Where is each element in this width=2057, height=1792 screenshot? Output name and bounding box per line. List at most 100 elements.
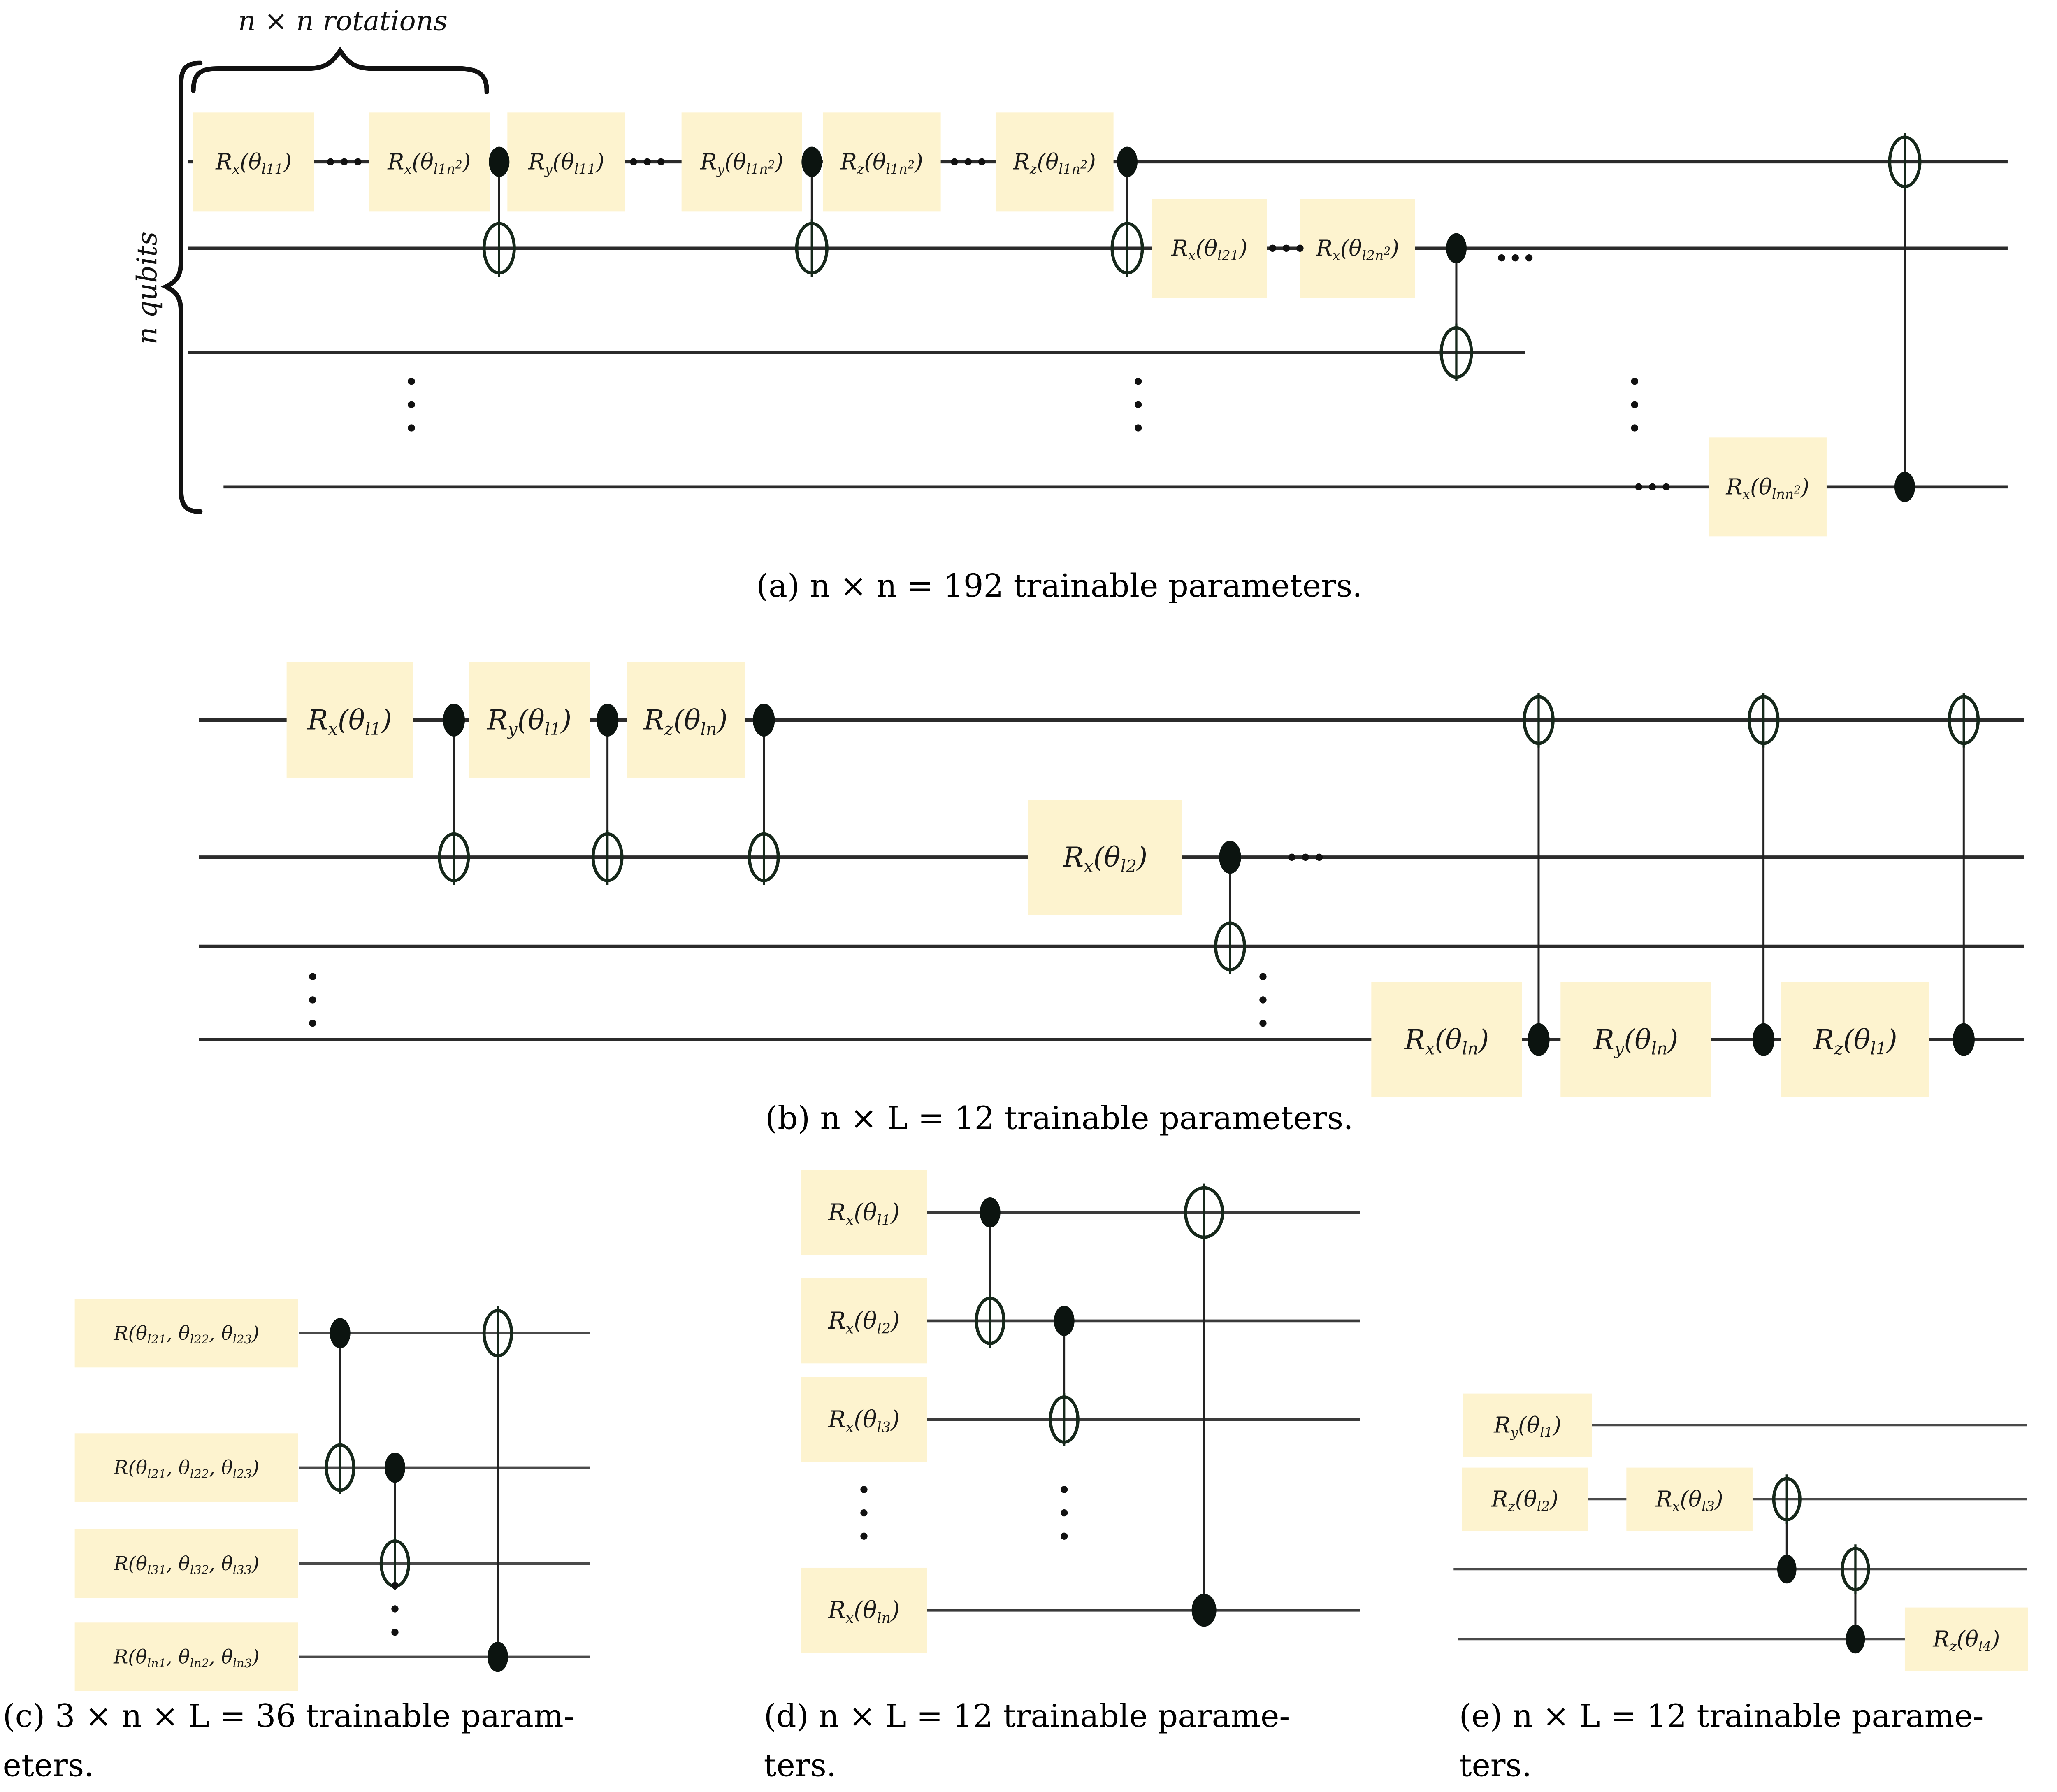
cnot-control-dot [1446,233,1467,263]
gate-rx-label: Rx(θl2) [828,1307,900,1337]
gate-highlight [1462,1467,1588,1531]
cnot-control-dot [330,1318,351,1348]
gate-rx-label: Rx(θln) [828,1597,900,1627]
ellipsis-vertical [408,401,415,408]
ellipsis-horizontal [1269,244,1276,252]
ellipsis-horizontal [630,158,637,165]
cnot-control-dot [1054,1306,1075,1336]
cnot-control-dot [1777,1555,1797,1584]
cnot-control-dot [487,1641,508,1672]
ellipsis-vertical [1631,401,1638,408]
gate-highlight [1300,199,1415,298]
gate-highlight [1152,199,1267,298]
ellipsis-horizontal [978,158,986,165]
gate-rx-label: Rx(θl11) [215,149,292,177]
cnot-control-dot [489,146,510,177]
ellipsis-vertical [309,996,316,1004]
gate-r-label: R(θl21, θl22, θl23) [114,1323,260,1346]
cnot-control-dot [1752,1023,1775,1056]
gate-ry-label: Ry(θl1n2) [700,149,783,177]
gate-highlight [681,112,802,212]
gate-rx-label: Rx(θl21) [1171,235,1247,263]
gate-highlight [74,1529,298,1598]
gate-highlight [1371,982,1522,1097]
ellipsis-vertical [1134,424,1142,432]
cnot-control-dot [980,1197,1001,1228]
ellipsis-vertical [408,377,415,385]
gate-highlight [1904,1607,2028,1671]
caption-d: (d) n × L = 12 trainable parame- ters. [764,1692,1411,1792]
ellipsis-vertical [1631,377,1638,385]
gate-highlight [1709,437,1827,537]
ellipsis-horizontal [1302,853,1309,861]
gate-highlight [1463,1393,1592,1457]
gate-highlight [193,112,314,212]
ellipsis-horizontal [327,158,334,165]
gate-rx-label: Rx(θl1) [306,704,392,739]
ellipsis-vertical [408,424,415,432]
gate-rz-label: Rz(θln) [643,704,728,739]
cnot-control-dot [1117,146,1138,177]
cnot-control-dot [1528,1023,1550,1056]
caption-a: (a) n × n = 192 trainable parameters. [0,562,2057,612]
caption-c: (c) 3 × n × L = 36 trainable param- eter… [3,1692,709,1792]
ellipsis-horizontal [1498,254,1505,262]
ellipsis-horizontal [1525,254,1533,262]
gate-ry-label: Ry(θln) [1593,1023,1679,1058]
ellipsis-horizontal [1511,254,1519,262]
gate-highlight [801,1567,927,1653]
gate-ry-label: Ry(θl1) [1493,1412,1561,1440]
cnot-control-dot [1894,472,1915,502]
gate-highlight [801,1278,927,1364]
ellipsis-vertical [1259,996,1267,1004]
gate-highlight [1626,1467,1753,1531]
n-qubits-brace [160,60,203,514]
gate-highlight [286,662,413,778]
gate-r-label: R(θl31, θl32, θl33) [114,1553,260,1577]
cnot-control-dot [596,703,619,737]
ellipsis-vertical [391,1582,399,1589]
gate-rz-label: Rz(θl1n2) [840,149,923,177]
cnot-control-dot [384,1452,405,1483]
gate-rx-label: Rx(θl1) [828,1199,900,1229]
ellipsis-vertical [309,973,316,980]
gate-r-label: R(θln1, θln2, θln3) [113,1646,259,1670]
ellipsis-vertical [309,1019,316,1027]
gate-highlight [801,1377,927,1462]
ellipsis-vertical [1631,424,1638,432]
gate-highlight [822,112,941,212]
cnot-control-dot [1846,1625,1865,1654]
ellipsis-vertical [1060,1532,1068,1540]
ellipsis-vertical [1134,401,1142,408]
gate-rz-label: Rz(θl1n2) [1013,149,1096,177]
ellipsis-vertical [860,1509,868,1517]
caption-b: (b) n × L = 12 trainable parameters. [0,1095,2057,1144]
gate-highlight [74,1299,298,1368]
gate-highlight [1781,982,1929,1097]
caption-b-text: (b) n × L = 12 trainable parameters. [765,1101,1354,1137]
gate-rx-label: Rx(θl2n2) [1316,235,1399,263]
gate-rx-label: Rx(θl3) [1655,1486,1723,1514]
caption-a-text: (a) n × n = 192 trainable parameters. [756,569,1363,605]
ellipsis-horizontal [643,158,651,165]
ellipsis-horizontal [1288,853,1295,861]
gate-highlight [507,112,625,212]
cnot-control-dot [752,703,775,737]
ellipsis-horizontal [340,158,348,165]
gate-highlight [74,1433,298,1502]
ellipsis-vertical [1060,1509,1068,1517]
caption-e-line1: (e) n × L = 12 trainable parame- [1459,1699,1984,1735]
gate-rz-label: Rz(θl1) [1813,1023,1897,1058]
ellipsis-vertical [391,1628,399,1636]
gate-highlight [801,1170,927,1255]
ellipsis-vertical [391,1605,399,1613]
ellipsis-vertical [860,1532,868,1540]
gate-rx-label: Rx(θln) [1404,1023,1489,1058]
caption-d-line2: ters. [764,1749,837,1785]
